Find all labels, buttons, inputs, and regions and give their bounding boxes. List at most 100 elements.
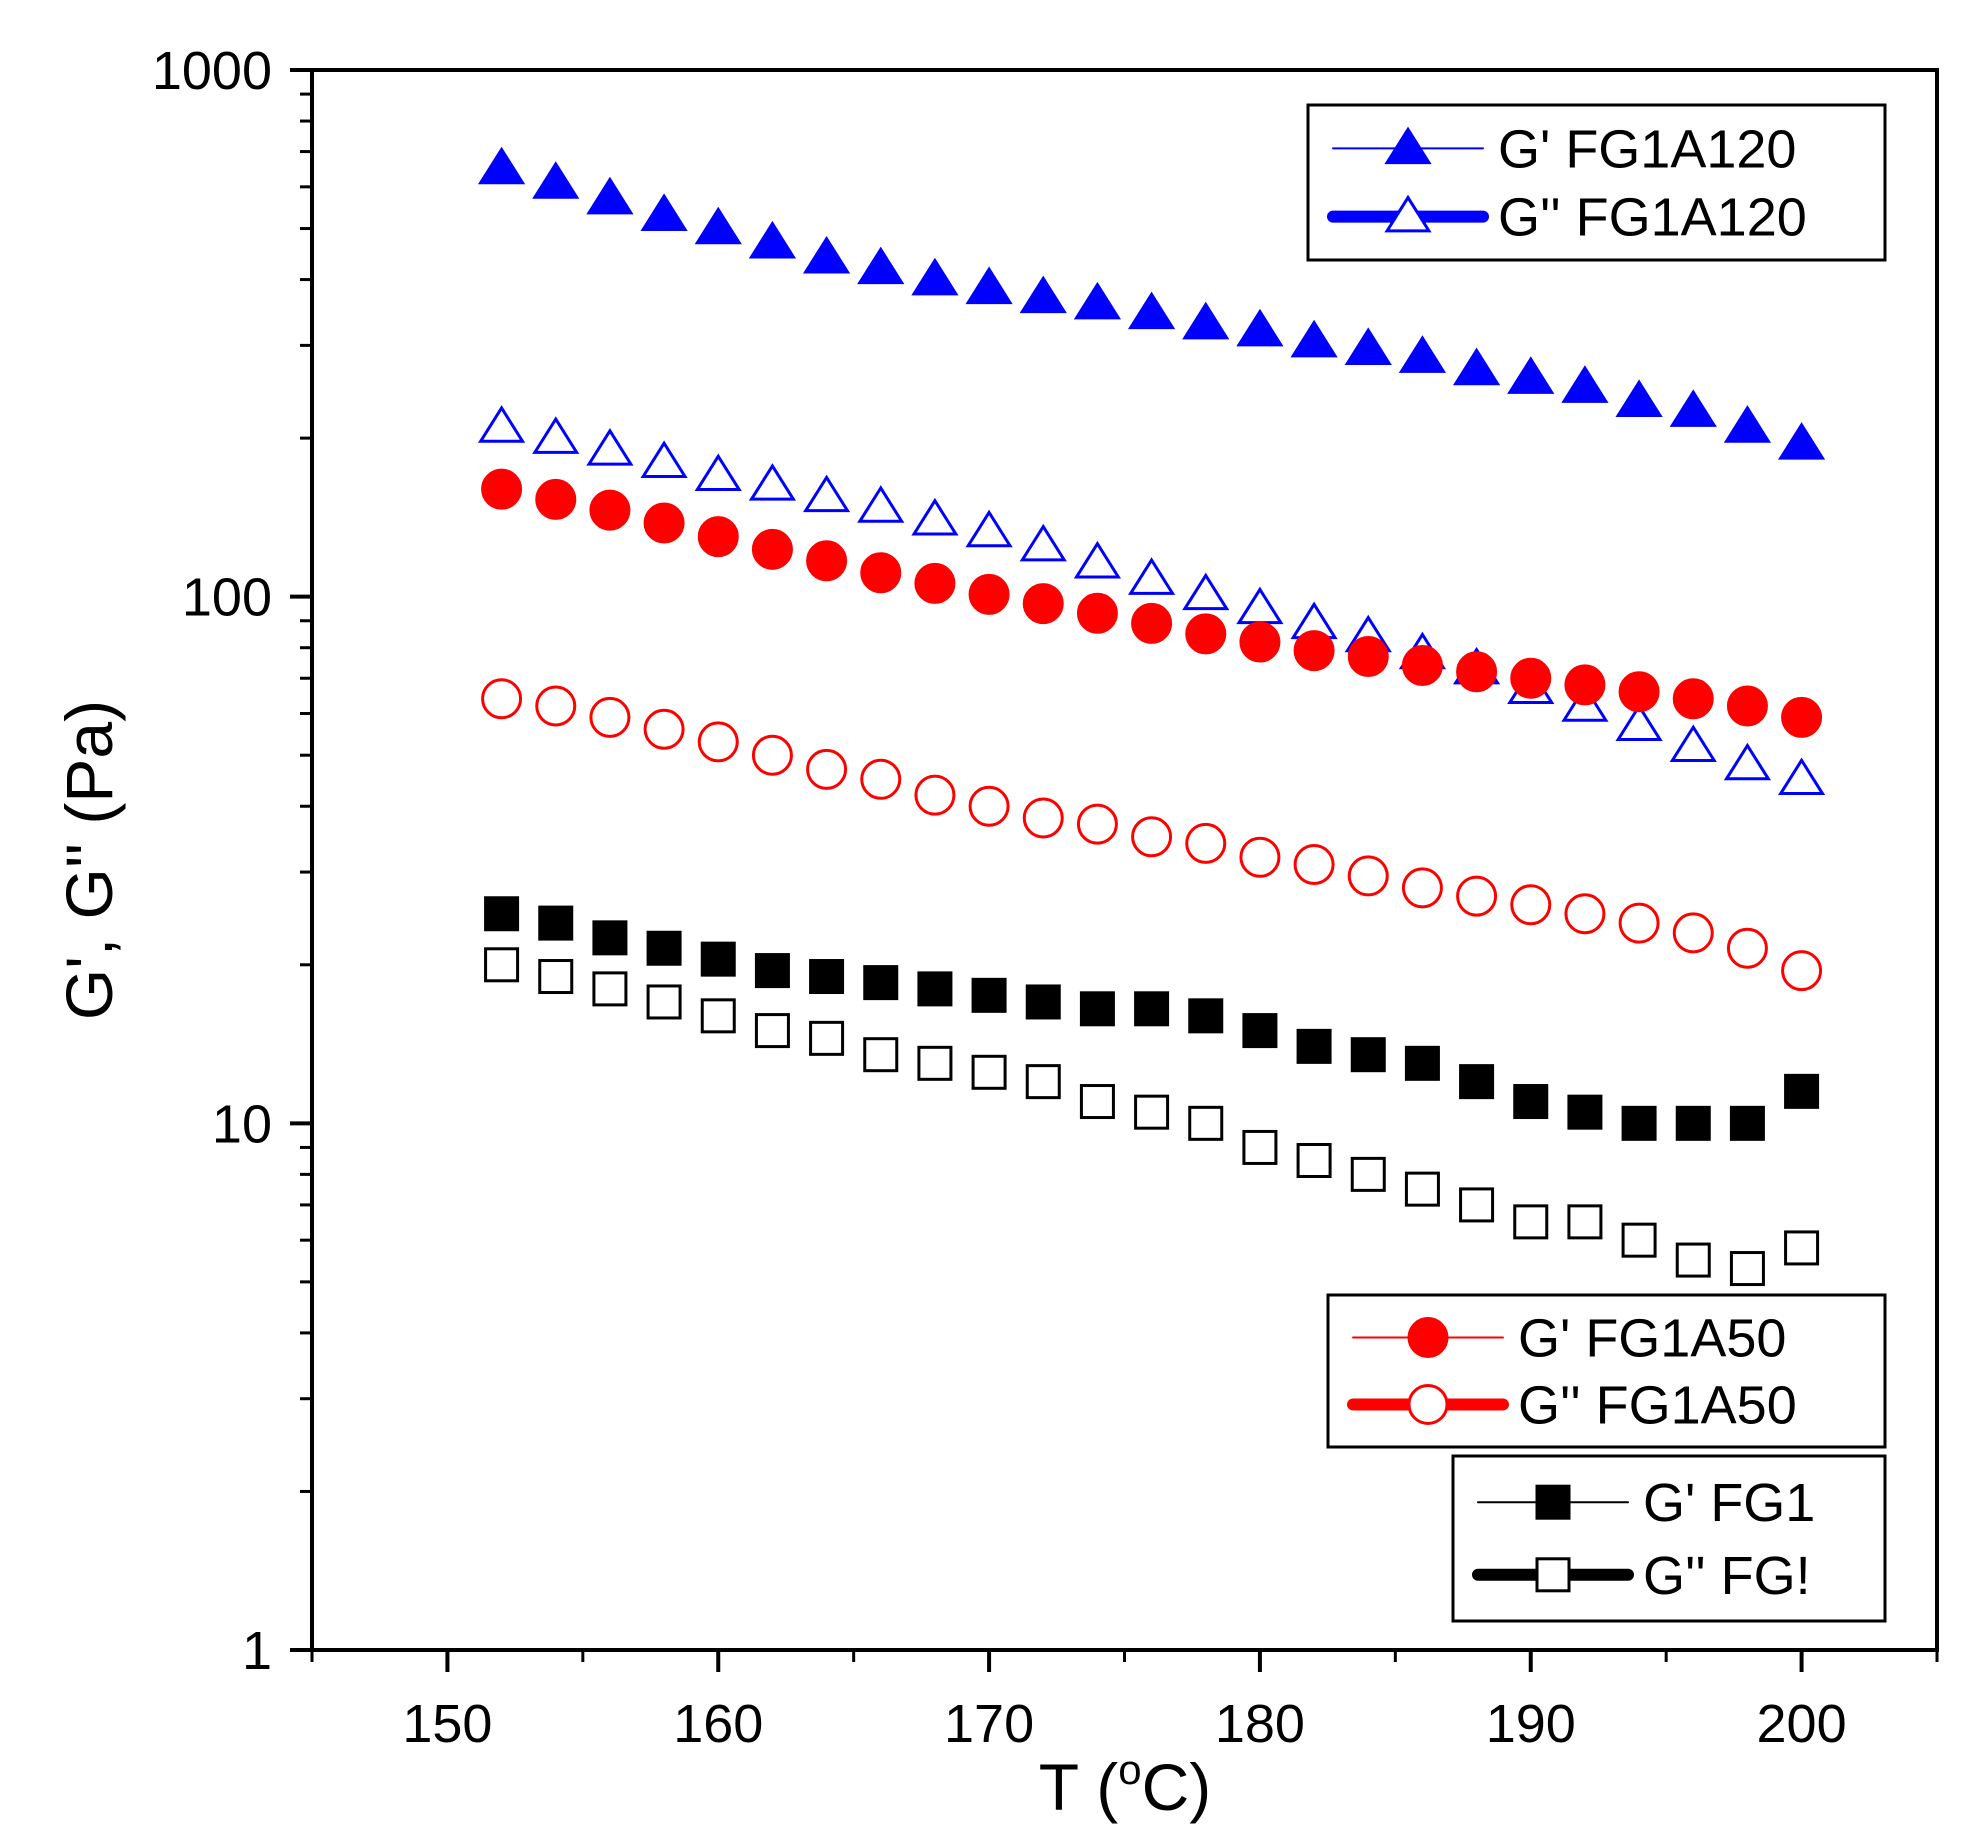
data-point — [1025, 1064, 1061, 1100]
x-tick-label: 170 — [944, 1694, 1034, 1754]
data-point — [911, 497, 959, 536]
data-point — [1076, 592, 1118, 634]
data-point — [700, 941, 736, 977]
legend-box: G' FG1 G'' FG! — [1451, 1454, 1887, 1623]
data-point — [589, 696, 631, 738]
x-tick-label: 180 — [1215, 1694, 1305, 1754]
series-5 — [484, 947, 1820, 1287]
legend-label: G'' FG1A50 — [1518, 1375, 1797, 1435]
series-layer — [477, 146, 1826, 1287]
data-point — [1239, 621, 1281, 663]
data-point — [1293, 844, 1335, 886]
data-point — [1777, 757, 1826, 796]
data-point — [1188, 998, 1224, 1034]
data-point — [857, 485, 905, 523]
data-point — [1404, 1045, 1440, 1081]
y-axis: 1 10 100 1000 — [152, 41, 312, 1681]
data-point — [857, 246, 905, 285]
data-point — [1019, 523, 1067, 562]
data-point — [484, 896, 520, 932]
data-point — [802, 474, 851, 513]
legend-label: G' FG1A120 — [1498, 119, 1796, 179]
data-point — [532, 161, 580, 199]
data-point — [965, 266, 1013, 305]
data-point — [1296, 1143, 1332, 1179]
data-point — [1344, 327, 1392, 365]
data-point — [1729, 1251, 1765, 1287]
data-point — [971, 977, 1007, 1013]
data-point — [965, 509, 1013, 548]
data-point — [640, 440, 688, 478]
data-point — [1777, 422, 1826, 460]
data-point — [1567, 1204, 1603, 1240]
data-point — [1131, 816, 1173, 858]
data-point — [911, 257, 959, 296]
data-point — [643, 708, 685, 750]
data-point — [1726, 685, 1768, 727]
data-point — [1618, 671, 1660, 713]
x-tick-label: 190 — [1486, 1694, 1576, 1754]
x-tick-label: 160 — [673, 1694, 763, 1754]
data-point — [1293, 630, 1335, 672]
data-point — [586, 428, 634, 466]
data-point — [1073, 540, 1122, 579]
data-point — [1781, 696, 1823, 738]
data-point — [1513, 1084, 1549, 1120]
x-axis-title: T (oC) — [1039, 1746, 1211, 1824]
data-point — [1398, 335, 1447, 373]
data-point — [700, 998, 736, 1034]
y-tick-label: 1000 — [152, 41, 272, 101]
data-point — [1618, 902, 1660, 944]
data-point — [586, 176, 634, 215]
data-point — [1236, 586, 1284, 625]
data-point — [538, 959, 574, 995]
data-point — [481, 468, 523, 510]
legend-marker — [1535, 1484, 1571, 1520]
data-point — [806, 748, 848, 790]
data-point — [917, 971, 953, 1007]
data-point — [914, 774, 956, 816]
data-point — [1127, 291, 1176, 330]
data-point — [1347, 635, 1389, 677]
data-point — [643, 502, 685, 544]
legend-label: G' FG1A50 — [1518, 1309, 1786, 1369]
x-axis-title-unit: C) — [1142, 1750, 1212, 1824]
data-point — [1025, 984, 1061, 1020]
data-point — [1669, 389, 1717, 427]
data-point — [860, 552, 902, 594]
data-point — [1404, 1171, 1440, 1207]
data-point — [1726, 927, 1768, 969]
data-point — [1401, 645, 1443, 687]
x-tick-label: 200 — [1757, 1694, 1847, 1754]
data-point — [1182, 572, 1230, 611]
data-point — [1185, 822, 1227, 864]
data-point — [1784, 1230, 1820, 1266]
data-point — [1134, 991, 1170, 1027]
data-point — [535, 685, 577, 727]
data-point — [1134, 1094, 1170, 1130]
data-point — [646, 984, 682, 1020]
x-tick-label: 150 — [402, 1694, 492, 1754]
data-point — [1564, 664, 1606, 706]
data-point — [1242, 1013, 1278, 1049]
data-point — [1564, 893, 1606, 935]
data-point — [1022, 583, 1064, 625]
data-point — [809, 1020, 845, 1056]
data-point — [917, 1045, 953, 1081]
data-point — [1621, 1222, 1657, 1258]
series-4 — [484, 896, 1820, 1141]
data-point — [1459, 1187, 1495, 1223]
data-point — [860, 758, 902, 800]
series-3 — [481, 678, 1823, 992]
data-point — [640, 193, 688, 231]
x-axis: 150 160 170 180 190 200 — [310, 1650, 1939, 1754]
data-point — [1675, 1105, 1711, 1141]
data-point — [535, 478, 577, 520]
data-point — [484, 947, 520, 983]
data-point — [1672, 912, 1714, 954]
data-point — [1022, 797, 1064, 839]
data-point — [1236, 308, 1284, 347]
data-point — [1723, 405, 1772, 443]
